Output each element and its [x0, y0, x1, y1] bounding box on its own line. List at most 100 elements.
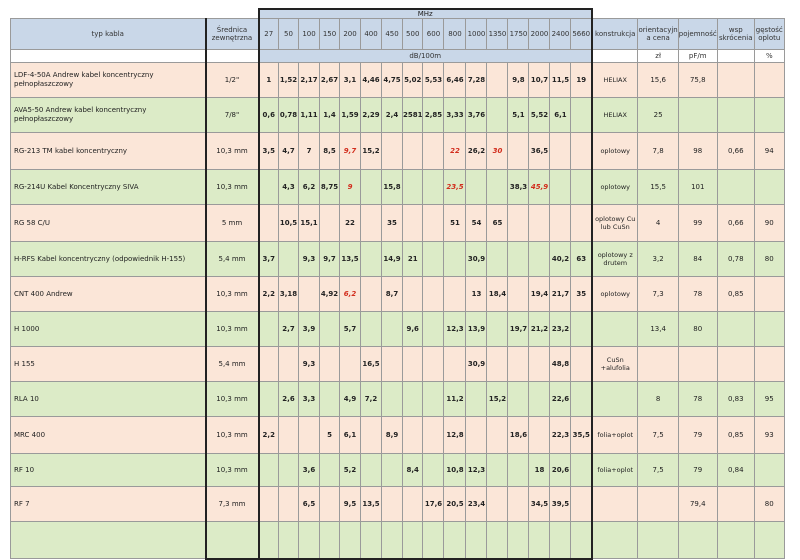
- attenuation-value: [319, 204, 340, 242]
- attenuation-value: 11,2: [443, 381, 467, 417]
- attenuation-value: [570, 346, 593, 382]
- attenuation-value: 8,9: [381, 416, 403, 454]
- attenuation-value: 2,6: [278, 381, 299, 417]
- attenuation-value: 19,4: [528, 276, 551, 312]
- cable-diameter: 1/2": [204, 62, 260, 98]
- attenuation-value: 13: [465, 276, 488, 312]
- cable-capacity: 79: [677, 416, 718, 454]
- attenuation-value: [486, 521, 509, 560]
- attenuation-value: [570, 97, 593, 133]
- attenuation-value: [528, 381, 551, 417]
- attenuation-value: [570, 521, 593, 560]
- units-construction-blank: [591, 49, 639, 63]
- cable-velocity-factor: 0,85: [716, 416, 755, 454]
- attenuation-value: 5,7: [339, 311, 361, 347]
- attenuation-value: 6,46: [443, 62, 467, 98]
- attenuation-value: 0,6: [257, 97, 279, 133]
- cable-capacity: [677, 521, 718, 559]
- attenuation-value: [319, 346, 340, 382]
- attenuation-value: 7,2: [360, 381, 382, 417]
- attenuation-value: [422, 241, 445, 277]
- attenuation-value: [278, 346, 299, 382]
- cable-velocity-factor: 0,83: [716, 381, 755, 417]
- attenuation-value: 6,2: [339, 276, 361, 312]
- attenuation-value: [528, 521, 551, 560]
- cable-braid-density: 95: [753, 381, 785, 417]
- attenuation-value: [507, 453, 530, 487]
- cable-price: 13,4: [637, 311, 679, 347]
- cable-construction: [591, 381, 639, 417]
- attenuation-value: 4,92: [319, 276, 340, 312]
- freq-header: 400: [360, 18, 382, 50]
- attenuation-value: 19,7: [507, 311, 530, 347]
- table-row: RF 7 7,3 mm 6,5 9,5 13,5 17,6 20,5 23,4 34,5 39,5…: [10, 486, 785, 522]
- cable-name: RF 10: [10, 453, 206, 487]
- cable-velocity-factor: 0,78: [716, 241, 755, 277]
- table-row: CNT 400 Andrew 10,3 mm 2,2 3,18 4,92 6,2 8,7 13…: [10, 276, 785, 312]
- attenuation-value: [422, 132, 445, 170]
- table-row: LDF-4-50A Andrew kabel koncentryczny peł…: [10, 62, 785, 98]
- attenuation-value: [278, 486, 299, 522]
- attenuation-value: [507, 521, 530, 560]
- attenuation-value: [319, 311, 340, 347]
- cable-velocity-factor: [716, 311, 755, 347]
- cable-diameter: 7/8": [204, 97, 260, 133]
- attenuation-value: [257, 311, 279, 347]
- attenuation-value: [507, 204, 530, 242]
- attenuation-value: 2,17: [298, 62, 320, 98]
- attenuation-value: 2,85: [422, 97, 445, 133]
- attenuation-value: [549, 521, 572, 560]
- attenuation-value: [319, 381, 340, 417]
- attenuation-value: 22,6: [549, 381, 572, 417]
- freq-header: 5660: [570, 18, 593, 50]
- attenuation-value: [549, 169, 572, 205]
- attenuation-value: [401, 204, 424, 242]
- cable-capacity: 101: [677, 169, 718, 205]
- attenuation-value: [360, 311, 382, 347]
- table-row: RG 58 C/U 5 mm 10,5 15,1 22 35 51 54 65 oplotowy …: [10, 204, 785, 242]
- freq-header: 100: [298, 18, 320, 50]
- attenuation-value: [570, 486, 593, 522]
- attenuation-value: 8,4: [401, 453, 424, 487]
- blank-corner: [10, 9, 259, 19]
- cable-capacity: 78: [677, 381, 718, 417]
- attenuation-value: 10,7: [528, 62, 551, 98]
- attenuation-value: 12,3: [465, 453, 488, 487]
- attenuation-value: 12,8: [443, 416, 467, 454]
- cable-velocity-factor: 0,66: [716, 132, 755, 170]
- attenuation-value: [298, 416, 320, 454]
- attenuation-value: 6,1: [339, 416, 361, 454]
- cable-velocity-factor: [716, 62, 755, 98]
- attenuation-value: 1: [257, 62, 279, 98]
- attenuation-value: [381, 381, 403, 417]
- attenuation-value: [257, 204, 279, 242]
- attenuation-value: [422, 416, 445, 454]
- attenuation-value: 3,1: [339, 62, 361, 98]
- attenuation-value: [401, 346, 424, 382]
- units-capacity: pF/m: [677, 49, 718, 63]
- attenuation-value: [360, 241, 382, 277]
- attenuation-value: 5,53: [422, 62, 445, 98]
- cable-name: RG-214U Kabel Koncentryczny SIVA: [10, 169, 206, 205]
- col-density-header: gęstość oplotu: [753, 18, 785, 50]
- cable-capacity: 75,8: [677, 62, 718, 98]
- freq-header: 2000: [528, 18, 551, 50]
- attenuation-value: 9,7: [339, 132, 361, 170]
- cable-capacity: 80: [677, 311, 718, 347]
- table-row: MRC 400 10,3 mm 2,2 5 6,1 8,9 12,8 18,6 22,3 35,5…: [10, 416, 785, 454]
- cable-braid-density: 80: [753, 241, 785, 277]
- cable-velocity-factor: 0,85: [716, 276, 755, 312]
- attenuation-value: 6,1: [549, 97, 572, 133]
- attenuation-value: [339, 346, 361, 382]
- table-row: H 155 5,4 mm 9,3 16,5 30,9 48,8 CuSn +alufolia: [10, 346, 785, 382]
- attenuation-value: [443, 276, 467, 312]
- cable-braid-density: [753, 521, 785, 559]
- attenuation-value: 6,2: [298, 169, 320, 205]
- cable-table: MHz typ kabla Średnica zewnętrzna 27 50 100 15…: [10, 8, 785, 560]
- attenuation-value: 20,5: [443, 486, 467, 522]
- attenuation-value: [381, 486, 403, 522]
- attenuation-value: 4,9: [339, 381, 361, 417]
- attenuation-value: 23,5: [443, 169, 467, 205]
- cable-diameter: 5 mm: [204, 204, 260, 242]
- cable-diameter: [204, 521, 260, 560]
